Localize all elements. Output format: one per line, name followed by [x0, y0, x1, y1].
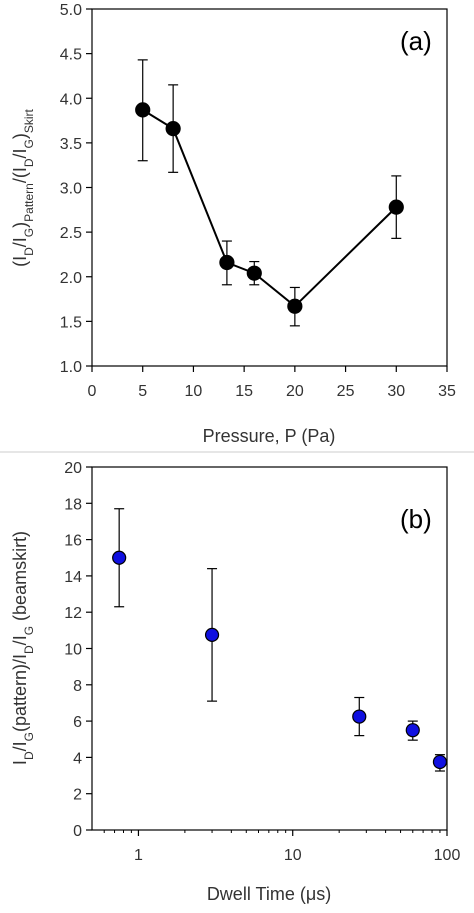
- x-tick-label: 35: [438, 383, 456, 400]
- x-axis-title-a: Pressure, P (Pa): [203, 426, 336, 446]
- y-label-subscript: G: [22, 228, 36, 237]
- y-label-text: /I: [10, 635, 30, 645]
- data-point: [219, 254, 235, 271]
- y-tick-label: 6: [73, 714, 82, 731]
- y-tick-label: 2.0: [60, 270, 82, 287]
- data-point: [287, 298, 303, 314]
- x-tick-label: 25: [337, 383, 355, 400]
- data-point: [165, 120, 181, 137]
- y-tick-label: 2: [73, 787, 82, 804]
- y-label-text: /I: [10, 237, 30, 247]
- plot-frame-b: [91, 466, 448, 831]
- y-label-text: I: [10, 760, 30, 765]
- x-tick-label: 5: [138, 383, 147, 400]
- y-label-subscript: Skirt: [22, 108, 36, 133]
- data-points-b: [112, 550, 448, 770]
- y-label-text: (beamskirt): [10, 531, 30, 626]
- y-tick-label: 1.5: [60, 314, 82, 331]
- data-point: [352, 709, 367, 724]
- y-label-subscript: G: [22, 626, 36, 635]
- y-axis-ticks-b: 0 2 4 6 8 10 12 14 16 18 20: [64, 460, 92, 840]
- y-axis-ticks-a: 1.0 1.5 2.0 2.5 3.0 3.5 4.0 4.5 5.0: [60, 2, 92, 376]
- y-tick-label: 18: [64, 496, 82, 513]
- x-tick-label: 15: [235, 383, 253, 400]
- y-label-subscript: D: [22, 645, 36, 654]
- y-label-text: /I: [10, 741, 30, 751]
- y-label-text: (I: [10, 256, 30, 267]
- data-point: [405, 723, 420, 738]
- y-tick-label: 4.0: [60, 91, 82, 108]
- y-label-text: (pattern)/I: [10, 654, 30, 732]
- y-tick-label: 14: [64, 569, 82, 586]
- x-tick-label: 0: [88, 383, 97, 400]
- y-label-subscript: D: [22, 247, 36, 256]
- y-tick-label: 12: [64, 605, 82, 622]
- x-axis-title-b: Dwell Time (μs): [207, 884, 331, 904]
- data-point: [246, 265, 262, 281]
- x-axis-ticks-a: 0 5 10 15 20 25 30 35: [88, 366, 456, 400]
- data-point: [135, 102, 151, 118]
- x-tick-label: 10: [284, 847, 302, 864]
- y-label-subscript: G: [22, 732, 36, 741]
- y-label-subscript: G: [22, 139, 36, 148]
- x-tick-label: 20: [286, 383, 304, 400]
- error-bars-b: [114, 508, 445, 772]
- panel-label-a: (a): [400, 26, 432, 56]
- data-point: [388, 199, 404, 215]
- chart-panel-b: 0 2 4 6 8 10 12 14 16 18 20 1 10 100 (b) Dwell Time …: [10, 460, 460, 904]
- y-label-text: /I: [10, 148, 30, 158]
- y-tick-label: 5.0: [60, 2, 82, 19]
- data-point: [112, 550, 127, 565]
- y-label-text: ): [10, 222, 30, 228]
- y-tick-label: 3.0: [60, 181, 82, 198]
- y-tick-label: 4.5: [60, 47, 82, 64]
- y-axis-title-a: (ID/IG)Pattern/(ID/IG)Skirt: [10, 108, 36, 266]
- series-line-a: [142, 109, 397, 308]
- x-tick-label: 30: [387, 383, 405, 400]
- x-tick-label: 1: [134, 847, 143, 864]
- y-tick-label: 1.0: [60, 359, 82, 376]
- data-points-a: [135, 102, 404, 314]
- y-tick-label: 4: [73, 750, 82, 767]
- data-point: [204, 627, 220, 642]
- y-tick-label: 10: [64, 642, 82, 659]
- y-tick-label: 20: [64, 460, 82, 477]
- y-axis-title-b: ID/IG(pattern)/ID/IG (beamskirt): [10, 531, 36, 765]
- y-label-subscript: D: [22, 158, 36, 167]
- y-label-subscript: Pattern: [22, 183, 36, 222]
- y-label-text: ): [10, 133, 30, 139]
- x-axis-ticks-b: 1 10 100: [103, 830, 461, 864]
- x-tick-label: 100: [434, 847, 461, 864]
- y-label-text: /(I: [10, 167, 30, 183]
- plot-frame-a: [91, 8, 448, 367]
- y-tick-label: 16: [64, 533, 82, 550]
- panel-label-b: (b): [400, 504, 432, 534]
- y-tick-label: 3.5: [60, 136, 82, 153]
- y-tick-label: 0: [73, 823, 82, 840]
- x-tick-label: 10: [185, 383, 203, 400]
- y-tick-label: 8: [73, 678, 82, 695]
- chart-panel-a: 1.0 1.5 2.0 2.5 3.0 3.5 4.0 4.5 5.0 0 5 10 15 20 25 30…: [10, 2, 456, 446]
- y-tick-label: 2.5: [60, 225, 82, 242]
- y-label-subscript: D: [22, 751, 36, 760]
- data-point: [432, 754, 448, 770]
